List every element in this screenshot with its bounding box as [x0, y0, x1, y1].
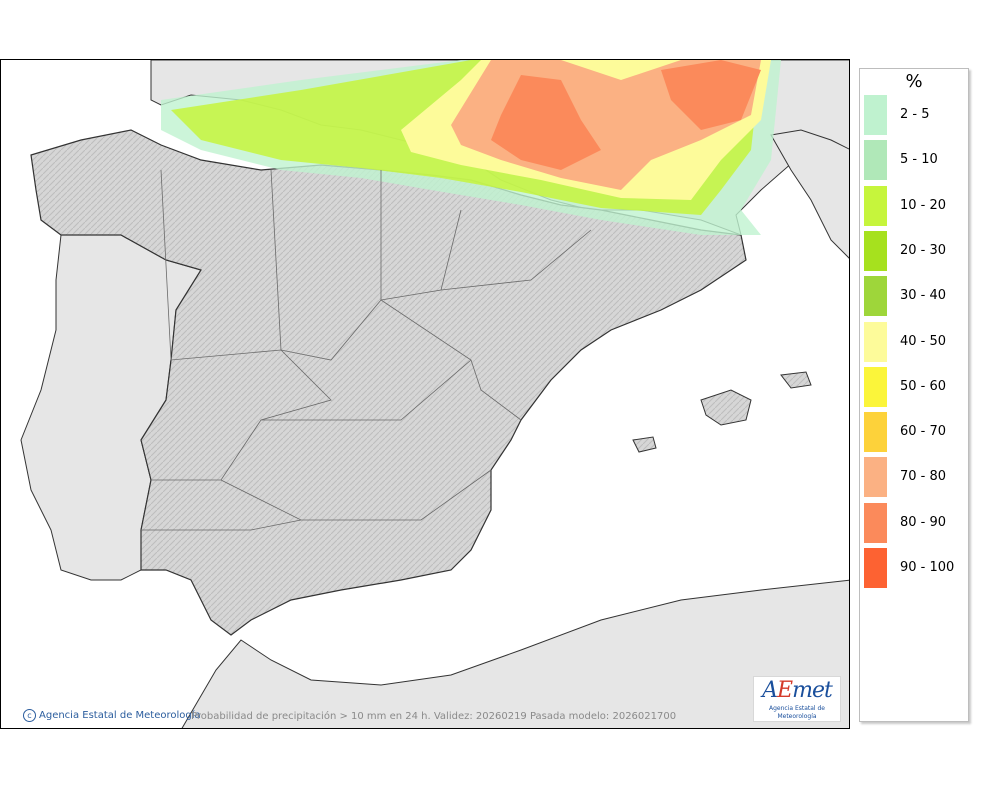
legend-item: 2 - 5 [863, 95, 967, 135]
mallorca-island [700, 389, 752, 426]
legend: % 2 - 5 5 - 10 10 - 20 20 - 30 30 - 40 40 - 5… [859, 68, 969, 722]
legend-swatch [864, 95, 887, 135]
aemet-logo-subtitle: Agencia Estatal de Meteorología [768, 705, 825, 720]
legend-label: 70 - 80 [900, 469, 947, 485]
legend-label: 30 - 40 [900, 288, 947, 304]
credit-text: Agencia Estatal de Meteorología [39, 710, 201, 721]
precip-band-red [491, 75, 601, 170]
legend-swatch [864, 502, 887, 543]
region-borders [141, 169, 592, 531]
legend-item: 50 - 60 [863, 366, 967, 407]
legend-item: 5 - 10 [863, 140, 967, 181]
legend-label: 20 - 30 [900, 242, 947, 258]
africa-landmass [181, 579, 849, 728]
legend-swatch [864, 185, 887, 226]
legend-item: 40 - 50 [863, 321, 967, 362]
legend-label: 90 - 100 [900, 560, 955, 575]
legend-item: 90 - 100 [863, 548, 967, 588]
legend-label: 10 - 20 [900, 197, 947, 213]
legend-item: 60 - 70 [863, 412, 967, 453]
legend-unit: % [905, 71, 923, 92]
aemet-logo-word: AEmet [762, 678, 833, 703]
legend-item: 30 - 40 [863, 276, 967, 317]
legend-item: 20 - 30 [863, 230, 967, 271]
legend-item: 10 - 20 [863, 185, 967, 226]
map-canvas [20, 60, 849, 728]
legend-swatch [864, 457, 887, 498]
legend-label: 5 - 10 [900, 152, 938, 168]
legend-label: 40 - 50 [900, 333, 947, 349]
ibiza-island [632, 436, 657, 453]
legend-label: 60 - 70 [900, 424, 947, 440]
sardinia-landmass [770, 129, 849, 259]
probability-map: c Agencia Estatal de Meteorología Probab… [0, 59, 850, 729]
legend-swatch [864, 276, 887, 317]
legend-item: 70 - 80 [863, 457, 967, 498]
copyright-icon: c [23, 709, 36, 722]
aemet-logo: AEmet Agencia Estatal de Meteorología [753, 676, 841, 722]
legend-item: 80 - 90 [863, 502, 967, 543]
legend-swatch [864, 366, 887, 407]
credit-label: c Agencia Estatal de Meteorología [23, 709, 201, 722]
legend-swatch [864, 321, 887, 362]
legend-label: 80 - 90 [900, 514, 947, 530]
legend-swatch [864, 548, 887, 588]
legend-swatch [864, 140, 887, 181]
legend-label: 50 - 60 [900, 378, 947, 394]
legend-swatch [864, 230, 887, 271]
legend-label: 2 - 5 [900, 107, 930, 122]
map-caption: Probabilidad de precipitación > 10 mm en… [191, 711, 677, 722]
legend-swatch [864, 412, 887, 453]
menorca-island [780, 371, 812, 389]
precip-band-red-east [661, 60, 761, 130]
